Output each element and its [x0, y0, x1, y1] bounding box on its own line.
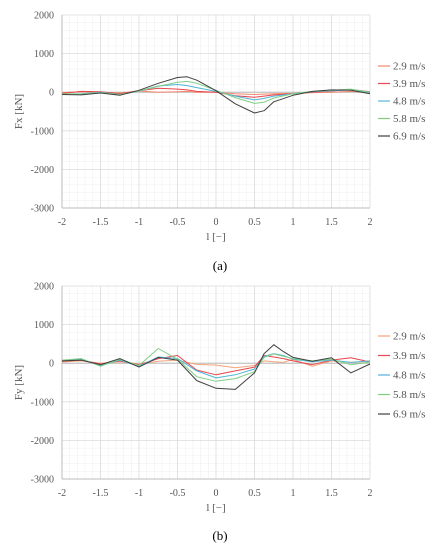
fy-y-tick-label: 2000 [34, 282, 54, 293]
fx-y-axis-label: Fx [kN] [13, 94, 25, 129]
fy-x-tick-label: 1 [291, 488, 296, 499]
fy-y-tick-label: -3000 [31, 475, 54, 486]
fy-legend: 2.9 m/s 3.9 m/s 4.8 m/s 5.8 m/s 6.9 m/s [378, 331, 425, 421]
fx-y-tick-label: -1000 [31, 126, 54, 137]
fy-legend-label: 4.8 m/s [393, 370, 425, 382]
fy-x-tick-label: 1.5 [325, 488, 338, 499]
fy-y-tick-label: -2000 [31, 436, 54, 447]
fy-y-tick-label: 0 [49, 359, 54, 370]
fy-x-axis-label: l [−] [206, 502, 225, 514]
fx-x-tick-label: 0 [214, 217, 219, 228]
fy-y-tick-label: 1000 [34, 320, 54, 331]
chart-fx: 2000 1000 0 -1000 -2000 -3000 -2 -1.5 -1 -0.5 0 0.5… [13, 11, 425, 274]
fy-x-tick-label: -2 [58, 488, 66, 499]
fy-x-tick-label: -1.5 [93, 488, 109, 499]
fx-legend-label: 2.9 m/s [393, 61, 425, 73]
fx-x-tick-label: 1.5 [325, 217, 338, 228]
fy-x-tick-label: -1 [135, 488, 143, 499]
fx-grid [61, 14, 371, 209]
fy-y-tick-label: -1000 [31, 397, 54, 408]
fx-x-tick-label: -1 [135, 217, 143, 228]
fx-x-tick-label: 1 [291, 217, 296, 228]
fx-x-tick-label: -0.5 [170, 217, 186, 228]
fy-series-line-5 [61, 344, 371, 390]
fx-x-tick-label: -2 [58, 217, 66, 228]
fx-x-tick-label: -1.5 [93, 217, 109, 228]
fx-y-tick-label: -3000 [31, 204, 54, 215]
fx-y-tick-label: 0 [49, 88, 54, 99]
fy-legend-label: 3.9 m/s [393, 350, 425, 362]
chart-fy: 2000 1000 0 -1000 -2000 -3000 -2 -1.5 -1 -0.5 0 0.5… [13, 282, 425, 544]
fy-grid [61, 285, 371, 480]
fx-series-line-5 [61, 76, 371, 114]
fx-legend-label: 4.8 m/s [393, 96, 425, 108]
fy-y-axis-label: Fy [kN] [13, 365, 25, 400]
fy-legend-label: 5.8 m/s [393, 389, 425, 401]
fy-legend-label: 6.9 m/s [393, 409, 425, 421]
fy-x-tick-label: 2 [368, 488, 373, 499]
fx-legend-label: 6.9 m/s [393, 131, 425, 143]
fx-x-axis-label: l [−] [206, 231, 225, 243]
fy-x-tick-label: -0.5 [170, 488, 186, 499]
fy-x-tick-label: 0.5 [248, 488, 261, 499]
fx-y-tick-label: 2000 [34, 11, 54, 22]
fy-series-line-1 [61, 358, 371, 369]
fx-x-tick-label: 2 [368, 217, 373, 228]
fy-legend-label: 2.9 m/s [393, 331, 425, 343]
fy-x-tick-label: 0 [214, 488, 219, 499]
fy-series-line-2 [61, 355, 371, 376]
fx-caption: (a) [213, 258, 227, 273]
fx-x-tick-label: 0.5 [248, 217, 261, 228]
fx-legend-label: 5.8 m/s [393, 113, 425, 125]
fx-y-tick-label: 1000 [34, 49, 54, 60]
fy-caption: (b) [212, 528, 227, 543]
fx-legend-label: 3.9 m/s [393, 78, 425, 90]
fx-legend: 2.9 m/s 3.9 m/s 4.8 m/s 5.8 m/s 6.9 m/s [378, 61, 425, 143]
fx-y-tick-label: -2000 [31, 165, 54, 176]
